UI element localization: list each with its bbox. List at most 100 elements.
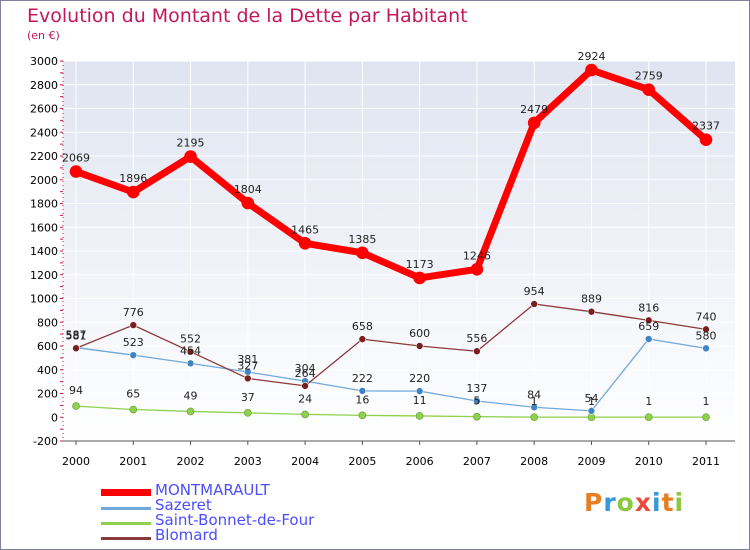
data-point [702, 413, 710, 421]
data-point [356, 246, 369, 260]
data-label: 264 [295, 367, 316, 380]
data-point [244, 409, 252, 417]
y-tick-label: 2800 [30, 79, 58, 92]
series-line-0 [72, 66, 710, 282]
series-line-2 [75, 405, 707, 418]
data-point [530, 300, 538, 308]
grid-lines [63, 60, 735, 442]
data-label: 327 [237, 359, 258, 372]
data-label: 37 [241, 391, 255, 404]
data-point [470, 262, 484, 276]
data-label: 659 [638, 320, 659, 333]
data-point [69, 165, 83, 178]
y-tick-label: 1200 [30, 269, 58, 282]
x-tick-label: 2007 [463, 455, 491, 468]
logo-letter: r [603, 488, 617, 517]
data-point [644, 316, 653, 325]
data-point [587, 407, 596, 415]
data-point [587, 307, 596, 316]
data-point [415, 342, 424, 350]
data-label: 740 [696, 310, 717, 323]
data-point [358, 411, 367, 420]
data-label: 1 [703, 395, 710, 408]
data-label: 556 [466, 332, 487, 345]
logo-letter: o [616, 488, 635, 517]
data-label: 552 [180, 333, 201, 346]
x-tick-label: 2002 [177, 455, 205, 468]
data-label: 1 [588, 395, 595, 408]
y-tick-label: 400 [37, 364, 58, 377]
data-point [358, 335, 367, 343]
series-line-3 [75, 303, 707, 387]
data-point [186, 407, 195, 416]
data-label: 11 [413, 394, 427, 407]
data-label: 658 [352, 320, 373, 333]
data-point [186, 359, 195, 368]
data-label: 2337 [692, 120, 720, 133]
data-label: 5 [473, 395, 480, 408]
y-tick-label: 2400 [30, 126, 58, 139]
data-label: 222 [352, 372, 373, 385]
data-label: 889 [581, 293, 602, 306]
data-point [702, 344, 710, 353]
data-label: 1 [645, 395, 652, 408]
x-tick-label: 2004 [291, 455, 319, 468]
data-label: 816 [638, 301, 659, 314]
data-point [72, 344, 80, 353]
data-point [642, 83, 656, 96]
data-point [186, 347, 195, 356]
data-point [530, 403, 538, 412]
data-label: 954 [524, 285, 545, 298]
x-tick-label: 2003 [234, 455, 262, 468]
data-label: 49 [184, 389, 198, 402]
x-tick-label: 2008 [520, 455, 548, 468]
data-label: 54 [584, 392, 598, 405]
data-label: 304 [295, 362, 316, 375]
x-tick-label: 2006 [406, 455, 434, 468]
data-label: 84 [527, 388, 541, 401]
chart-title: Evolution du Montant de la Dette par Hab… [27, 5, 468, 27]
data-point [241, 196, 255, 210]
data-label: 600 [409, 327, 430, 340]
data-label: 1246 [463, 249, 491, 262]
y-tick-label: 1600 [30, 221, 58, 234]
y-tick-label: 2200 [30, 150, 58, 163]
y-tick-label: 1800 [30, 198, 58, 211]
chart-subtitle: (en €) [27, 29, 60, 42]
data-label: 776 [123, 306, 144, 319]
data-label: 16 [355, 393, 369, 406]
data-label: 581 [66, 329, 87, 342]
data-label: 137 [466, 382, 487, 395]
logo-letter: x [634, 488, 652, 517]
logo-letter: i [674, 488, 685, 517]
data-label: 94 [69, 384, 83, 397]
data-point [473, 397, 481, 405]
data-label: 24 [298, 392, 312, 405]
data-point [699, 133, 713, 147]
x-tick-label: 2010 [635, 455, 663, 468]
data-point [530, 413, 538, 421]
y-tick-label: 2000 [30, 174, 58, 187]
y-tick-label: 3000 [30, 55, 58, 68]
data-label: 381 [237, 353, 258, 366]
data-label: 2195 [177, 137, 205, 150]
data-label: 587 [66, 329, 87, 342]
data-point [644, 413, 653, 421]
data-label: 2069 [62, 152, 90, 165]
y-tick-label: 800 [37, 316, 58, 329]
y-tick-label: 0 [51, 411, 58, 424]
x-tick-label: 2001 [119, 455, 147, 468]
data-label: 523 [123, 336, 144, 349]
logo-letter: P [584, 488, 604, 517]
data-point [644, 335, 653, 343]
data-points [69, 63, 713, 421]
data-point [129, 351, 138, 359]
proxiti-logo: Proxiti [584, 488, 684, 517]
series-lines [72, 66, 710, 418]
y-tick-label: 2600 [30, 103, 58, 116]
data-point [129, 405, 138, 414]
data-point [415, 387, 424, 395]
legend-label-montmarault: MONTMARAULT [155, 481, 270, 499]
